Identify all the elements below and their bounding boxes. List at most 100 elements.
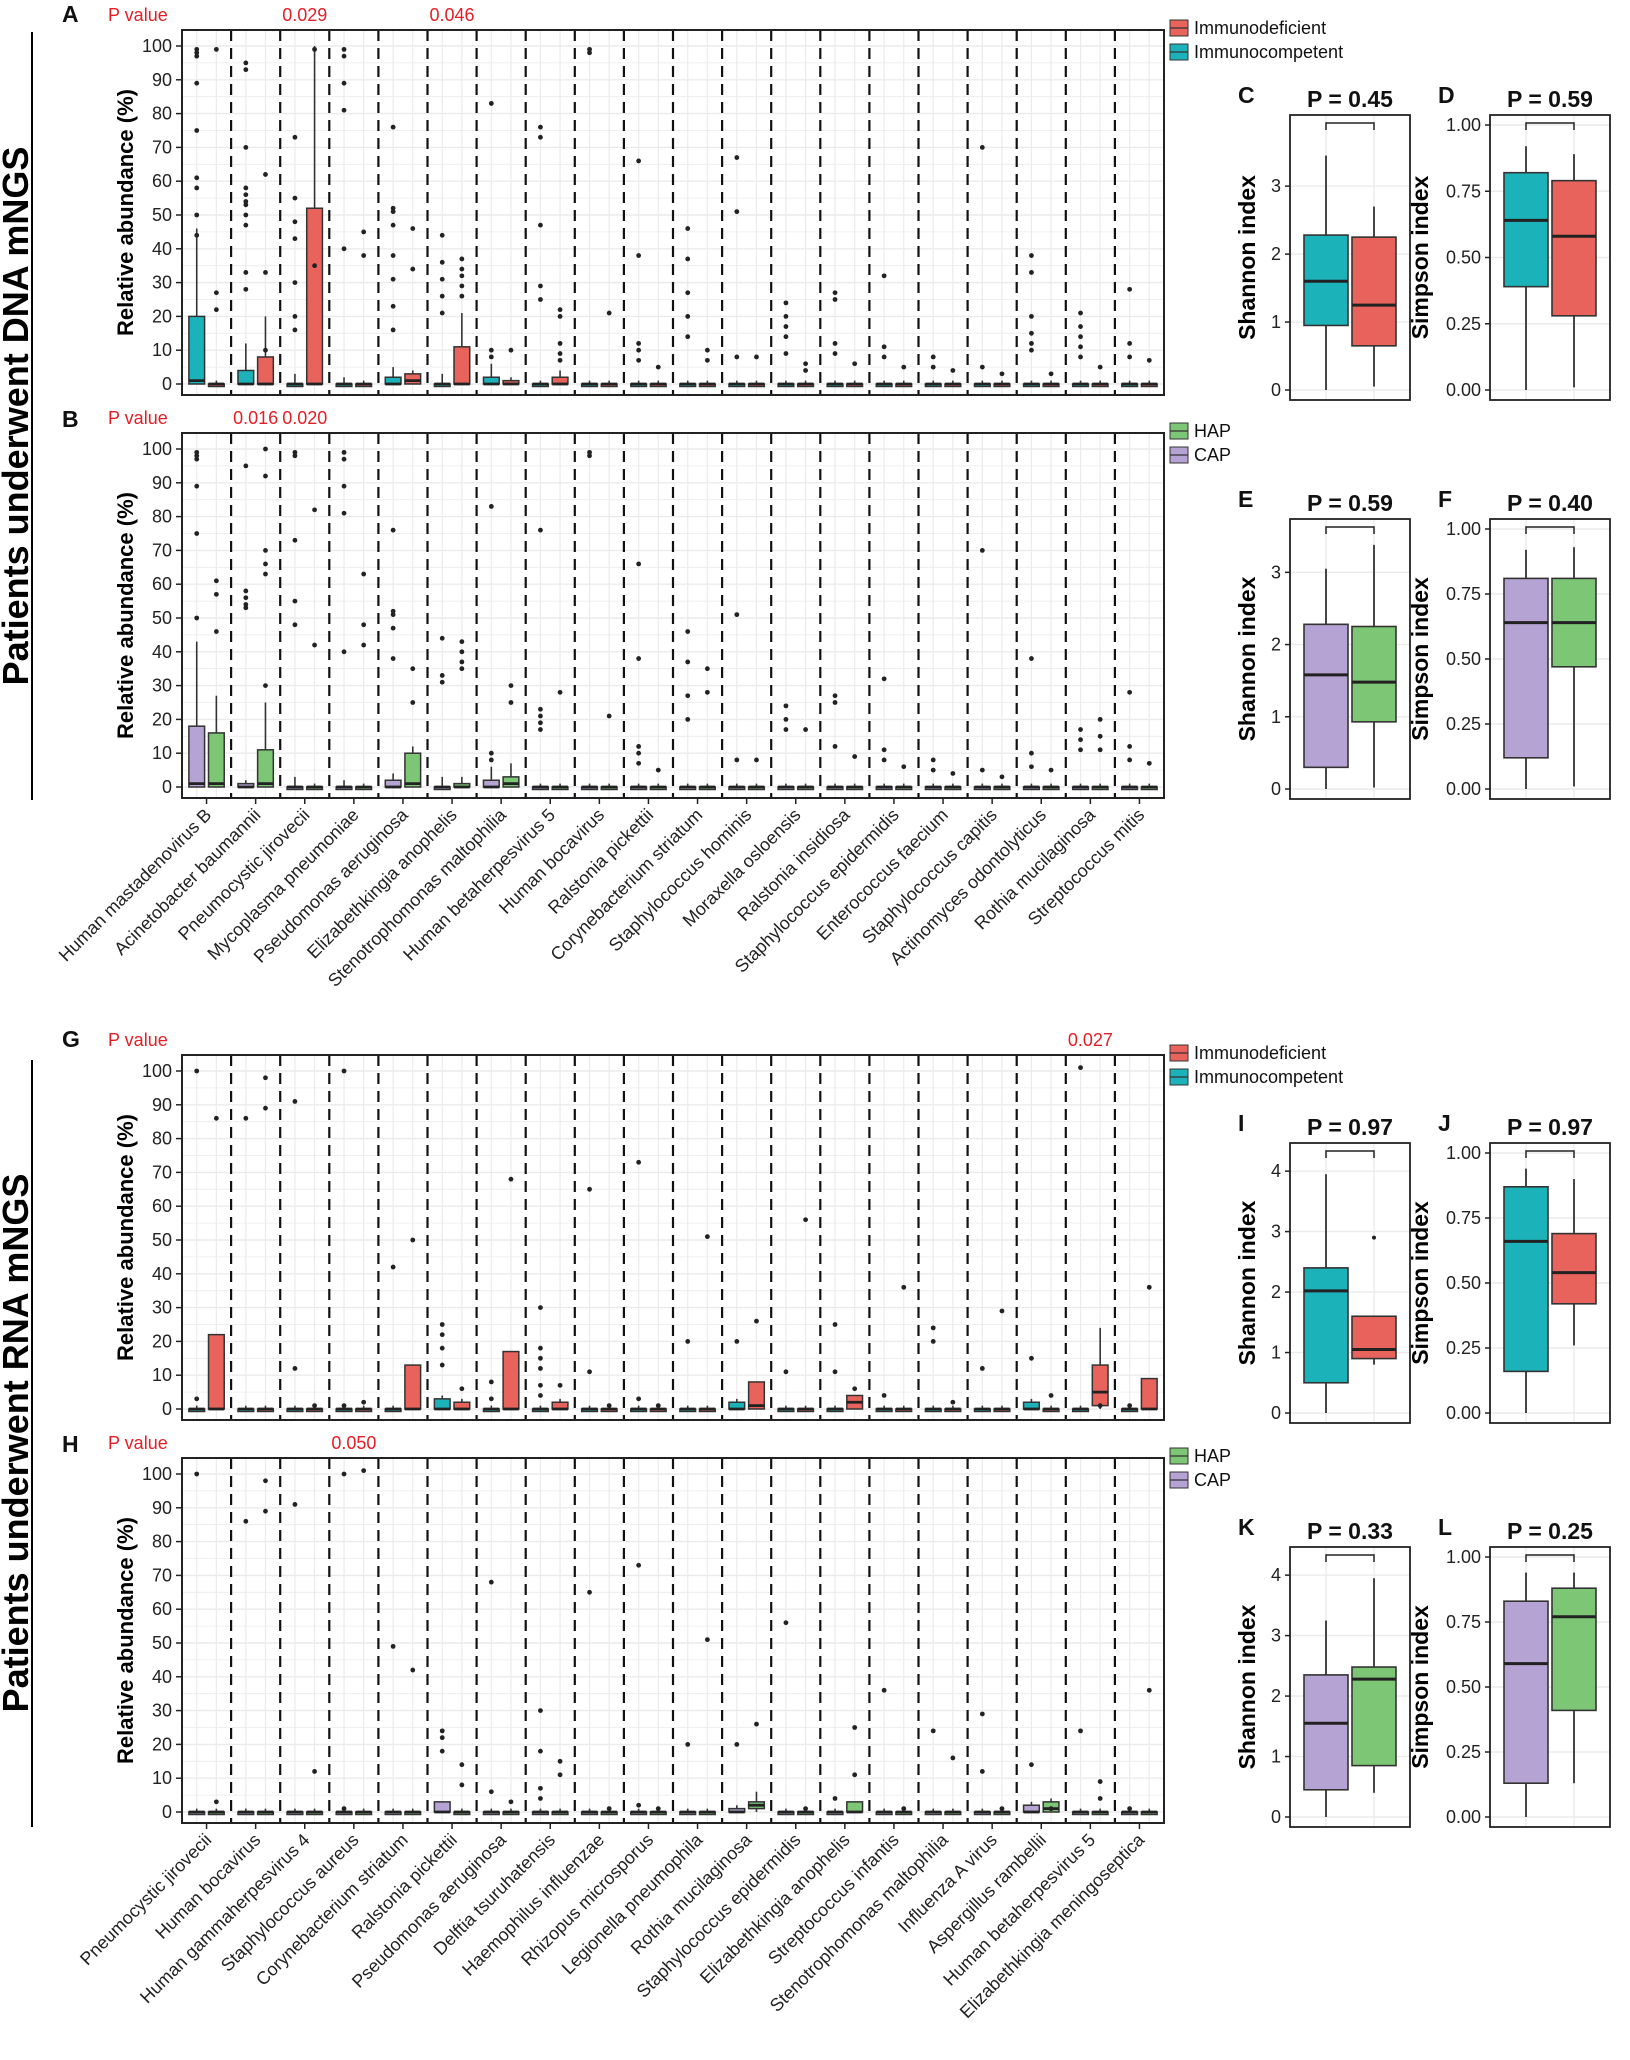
box-hap [404, 752, 422, 788]
panel-letter: L [1438, 1514, 1452, 1540]
y-tick-label: 0 [162, 374, 172, 394]
side-label-dna: Patients underwent DNA mNGS [0, 147, 36, 686]
outlier-point [194, 1471, 200, 1477]
y-axis-label: Relative abundance (%) [113, 1517, 138, 1764]
outlier-point [950, 771, 956, 776]
outlier-point [410, 700, 416, 705]
significance-bracket [1325, 122, 1375, 130]
outlier-point [213, 591, 219, 597]
outlier-point [194, 449, 200, 455]
outlier-point [1029, 270, 1034, 275]
y-tick-label: 0.25 [1446, 714, 1481, 734]
outlier-point [439, 1735, 445, 1741]
outlier-point [734, 612, 740, 618]
y-tick-label: 90 [152, 473, 172, 493]
outlier-point [783, 351, 789, 356]
outlier-point [685, 226, 691, 231]
y-tick-label: 0.75 [1446, 1612, 1481, 1632]
outlier-point [832, 351, 838, 356]
outlier-point [459, 256, 465, 262]
outlier-point [587, 449, 592, 455]
outlier-point [1127, 689, 1133, 695]
outlier-point [390, 209, 396, 215]
box-immunodeficient [404, 1364, 422, 1410]
outlier-point [1029, 764, 1034, 770]
outlier-point [312, 642, 317, 648]
outlier-point [488, 1379, 494, 1385]
outlier-point [979, 1711, 985, 1717]
box-cap [188, 725, 206, 788]
outlier-point [488, 1579, 494, 1585]
outlier-point [685, 629, 691, 634]
outlier-point [439, 276, 445, 282]
outlier-point [999, 1308, 1005, 1314]
y-tick-label: 20 [152, 1331, 172, 1351]
outlier-point [459, 293, 465, 299]
outlier-point [243, 595, 249, 601]
outlier-point [292, 1099, 298, 1104]
outlier-point [459, 1782, 465, 1788]
outlier-point [999, 774, 1005, 780]
outlier-point [213, 1799, 219, 1805]
outlier-point [390, 1643, 396, 1649]
outlier-point [194, 46, 200, 52]
outlier-point [439, 1362, 445, 1368]
outlier-point [754, 1318, 759, 1324]
legend-label: HAP [1194, 421, 1231, 441]
panel-I: 0 1 2 3 4 P = 0.97 Shannon index I [1234, 1110, 1411, 1424]
outlier-point [587, 1589, 592, 1595]
outlier-point [341, 246, 347, 252]
chart-title: P = 0.97 [1307, 1114, 1393, 1140]
plot-frame [1289, 114, 1411, 401]
outlier-point [263, 1105, 268, 1111]
y-tick-label: 0.00 [1446, 779, 1481, 799]
outlier-point [979, 145, 985, 150]
outlier-point [803, 1217, 808, 1223]
outlier-point [636, 744, 642, 749]
outlier-point [852, 754, 858, 759]
outlier-point [243, 605, 249, 611]
y-tick-label: 30 [152, 1298, 172, 1318]
y-tick-label: 2 [1271, 1282, 1281, 1302]
outlier-point [292, 1502, 298, 1507]
outlier-point [636, 760, 642, 766]
x-tick-label: Stenotrophomonas maltophilia [324, 804, 511, 991]
outlier-point [508, 347, 514, 353]
box-cap [1303, 1674, 1349, 1791]
outlier-point [636, 158, 642, 164]
outlier-point [832, 290, 838, 296]
outlier-point [390, 222, 396, 228]
y-tick-label: 20 [152, 709, 172, 729]
y-tick-label: 0 [162, 1802, 172, 1822]
outlier-point [685, 256, 691, 262]
outlier-point [1127, 1403, 1133, 1409]
outlier-point [803, 727, 808, 732]
outlier-point [1097, 364, 1103, 370]
y-tick-label: 40 [152, 1667, 172, 1687]
y-tick-label: 100 [142, 439, 172, 459]
outlier-point [292, 622, 298, 628]
y-tick-label: 0.75 [1446, 181, 1481, 201]
outlier-point [606, 1806, 612, 1812]
outlier-point [361, 622, 367, 628]
outlier-point [832, 700, 838, 705]
outlier-point [1097, 1796, 1103, 1801]
outlier-point [263, 347, 268, 353]
y-tick-label: 70 [152, 540, 172, 560]
panel-K: 0 1 2 3 4 P = 0.33 Shannon index K [1234, 1514, 1411, 1828]
outlier-point [606, 1403, 612, 1409]
box-hap [846, 1801, 864, 1813]
box-immunocompetent [433, 1398, 451, 1410]
panel-A: 0 10 20 30 40 50 60 70 80 90 100 Relative abundance… [62, 1, 1343, 396]
outlier-point [1127, 341, 1133, 346]
y-tick-label: 0.75 [1446, 584, 1481, 604]
outlier-point [636, 357, 642, 363]
panel-letter: C [1238, 82, 1255, 108]
outlier-point [243, 1518, 249, 1524]
outlier-point [832, 1796, 838, 1801]
outlier-point [1029, 1355, 1034, 1361]
y-tick-label: 70 [152, 1565, 172, 1585]
y-tick-label: 1 [1271, 312, 1281, 332]
y-axis-label: Simpson index [1407, 1605, 1433, 1769]
y-tick-label: 0 [1271, 779, 1281, 799]
